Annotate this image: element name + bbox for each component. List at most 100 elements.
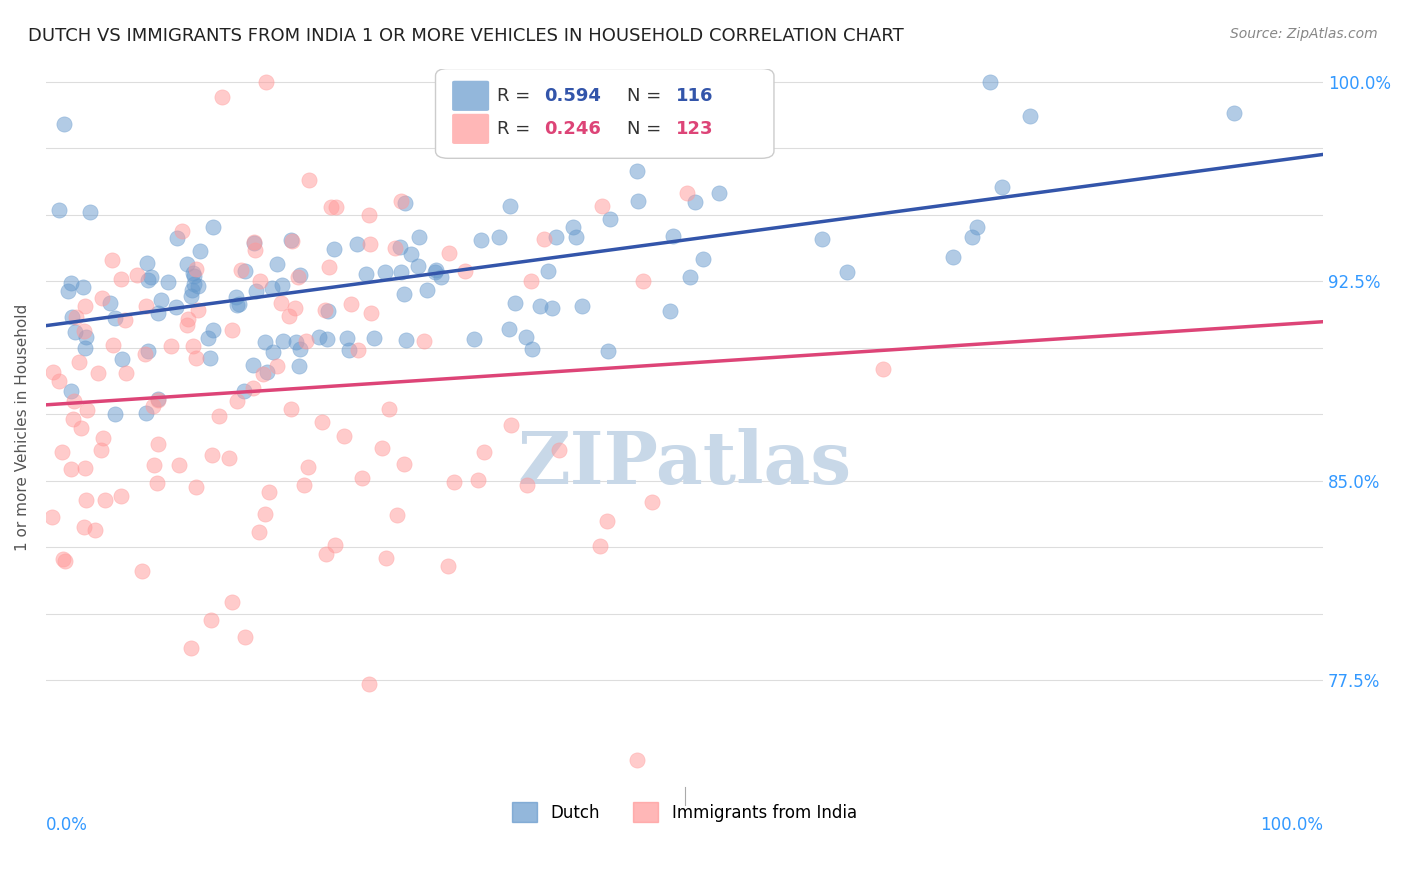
Point (394, 287, 416, 301)
Point (591, 199, 613, 213)
Point (139, 270, 162, 285)
Point (280, 233, 302, 247)
Point (966, 219, 988, 234)
Point (962, 230, 984, 244)
Point (48, 202, 70, 217)
Point (65, 310, 87, 324)
Point (183, 277, 205, 291)
Text: 100.0%: 100.0% (1260, 815, 1323, 834)
FancyBboxPatch shape (436, 69, 773, 158)
Point (243, 235, 266, 250)
Point (640, 494, 662, 508)
Point (308, 330, 330, 344)
Point (110, 272, 132, 286)
Point (184, 351, 207, 366)
Point (389, 265, 412, 279)
Point (211, 89, 233, 103)
Point (51, 444, 73, 458)
Point (346, 343, 368, 357)
Point (156, 276, 179, 290)
Point (67, 355, 90, 369)
Point (472, 445, 495, 459)
Point (221, 595, 243, 609)
Point (463, 332, 485, 346)
Point (180, 640, 202, 655)
Text: 0.246: 0.246 (544, 120, 600, 138)
Point (378, 401, 401, 416)
Point (1018, 109, 1040, 123)
Point (942, 250, 965, 264)
Point (127, 268, 149, 282)
Text: 116: 116 (676, 87, 713, 105)
FancyBboxPatch shape (453, 81, 489, 111)
Text: DUTCH VS IMMIGRANTS FROM INDIA 1 OR MORE VEHICLES IN HOUSEHOLD CORRELATION CHART: DUTCH VS IMMIGRANTS FROM INDIA 1 OR MORE… (28, 27, 904, 45)
Point (186, 261, 208, 276)
Point (294, 478, 316, 492)
Point (318, 260, 340, 275)
Point (98, 296, 121, 310)
Point (564, 229, 586, 244)
Point (232, 384, 254, 399)
Point (388, 240, 411, 254)
Point (181, 339, 204, 353)
Point (146, 437, 169, 451)
Point (337, 343, 360, 357)
Point (401, 247, 423, 261)
Point (59, 384, 82, 398)
Point (395, 333, 418, 347)
Point (311, 416, 333, 430)
Point (359, 208, 381, 222)
Point (1222, 105, 1244, 120)
Point (201, 219, 224, 234)
Point (562, 219, 585, 234)
Point (233, 630, 256, 644)
Point (661, 229, 683, 244)
Point (979, 75, 1001, 89)
Point (60, 462, 83, 476)
Text: 123: 123 (676, 120, 713, 138)
Point (243, 235, 266, 249)
Point (533, 232, 555, 246)
Point (166, 231, 188, 245)
Point (135, 256, 157, 270)
Point (346, 236, 368, 251)
Point (56, 284, 79, 298)
Legend: Dutch, Immigrants from India: Dutch, Immigrants from India (506, 795, 863, 829)
Point (288, 342, 311, 356)
Point (288, 359, 311, 374)
Point (467, 473, 489, 487)
Point (218, 450, 240, 465)
Point (225, 290, 247, 304)
Point (266, 359, 288, 373)
Point (546, 230, 568, 244)
Point (685, 195, 707, 210)
Point (72, 324, 94, 338)
Point (676, 186, 699, 200)
Point (76, 403, 98, 417)
Point (53, 554, 76, 568)
Point (245, 284, 267, 298)
Point (434, 117, 457, 131)
Point (336, 331, 359, 345)
Point (73, 461, 96, 475)
Text: N =: N = (627, 120, 666, 138)
Point (256, 365, 278, 379)
Point (65, 325, 87, 339)
Point (242, 381, 264, 395)
Point (626, 163, 648, 178)
Point (226, 298, 249, 312)
Point (200, 613, 222, 627)
Point (394, 196, 416, 211)
Point (60, 310, 83, 324)
Point (627, 194, 650, 209)
Point (991, 180, 1014, 194)
Point (437, 558, 460, 573)
Point (143, 458, 166, 472)
Point (225, 393, 247, 408)
Point (416, 283, 439, 297)
Point (408, 229, 430, 244)
Text: 0.594: 0.594 (544, 87, 600, 105)
Point (596, 514, 619, 528)
Text: R =: R = (496, 87, 536, 105)
Point (208, 409, 231, 423)
